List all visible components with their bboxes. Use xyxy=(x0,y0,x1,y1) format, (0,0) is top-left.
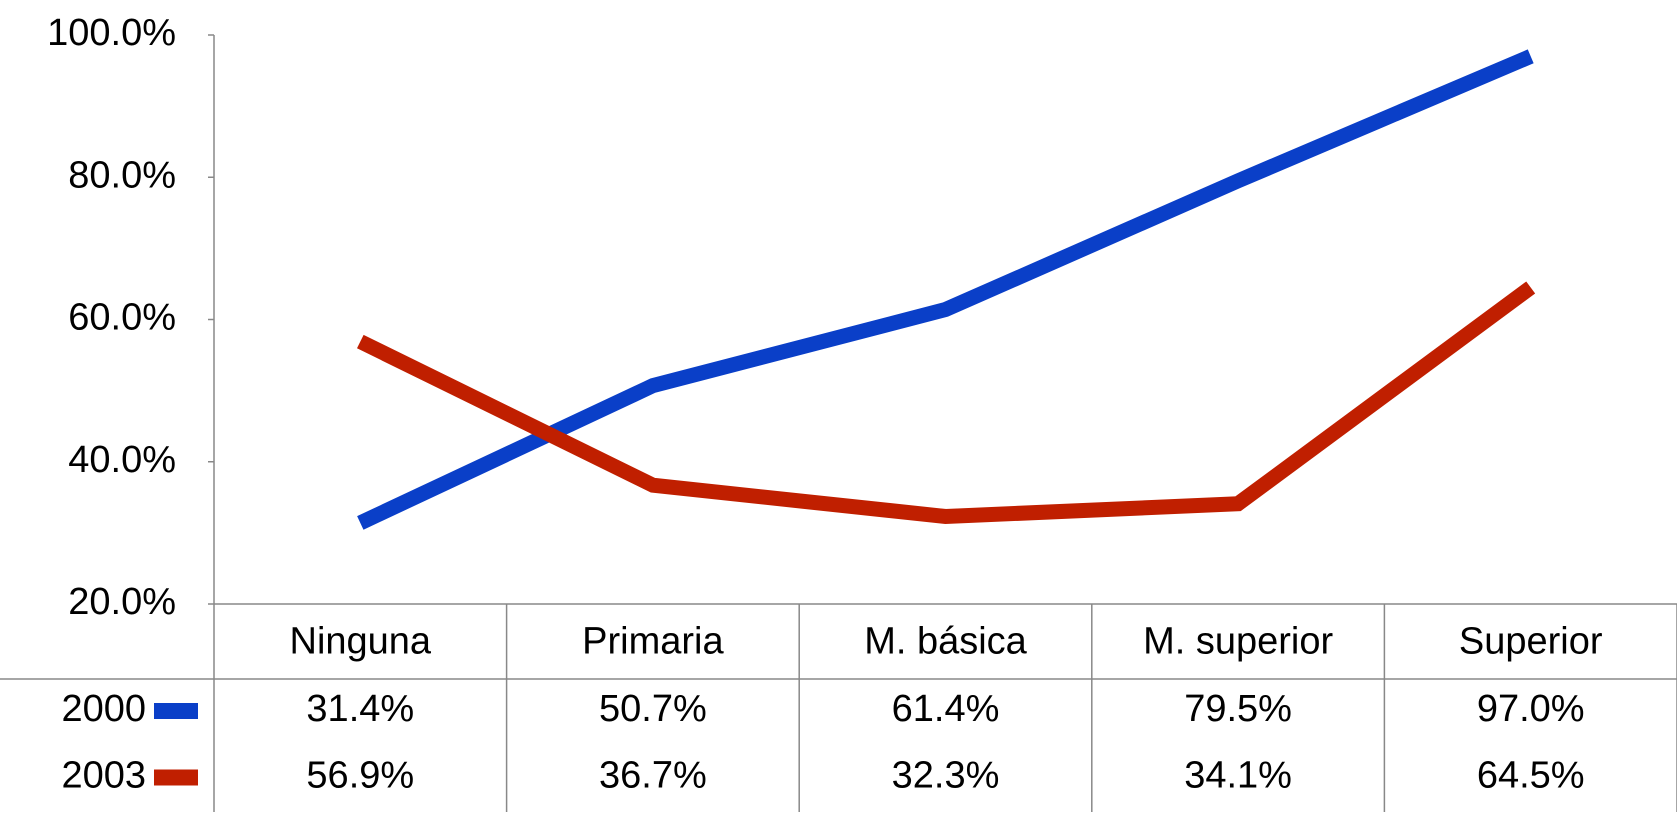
data-label: 97.0% xyxy=(1477,688,1585,730)
x-tick-label: Superior xyxy=(1459,621,1603,663)
x-tick-label: Ninguna xyxy=(290,621,432,663)
data-label: 31.4% xyxy=(306,688,414,730)
data-label: 32.3% xyxy=(892,755,1000,797)
x-tick-label: Primaria xyxy=(582,621,724,663)
legend-label: 2000 xyxy=(61,688,146,730)
data-label: 61.4% xyxy=(892,688,1000,730)
x-tick-label: M. básica xyxy=(864,621,1027,663)
data-label: 64.5% xyxy=(1477,755,1585,797)
legend-key xyxy=(154,703,198,719)
y-tick-label: 80.0% xyxy=(68,154,176,196)
y-tick-label: 40.0% xyxy=(68,439,176,481)
y-tick-label: 100.0% xyxy=(47,12,176,54)
data-label: 36.7% xyxy=(599,755,707,797)
y-tick-label: 20.0% xyxy=(68,581,176,623)
data-label: 56.9% xyxy=(306,755,414,797)
legend-key xyxy=(154,769,198,786)
legend-label: 2003 xyxy=(61,755,146,797)
line xyxy=(356,281,1536,525)
data-label: 34.1% xyxy=(1184,755,1292,797)
line xyxy=(357,49,1534,530)
data-label: 50.7% xyxy=(599,688,707,730)
y-tick-label: 60.0% xyxy=(68,297,176,339)
data-label: 79.5% xyxy=(1184,688,1292,730)
x-tick-label: M. superior xyxy=(1143,621,1333,663)
